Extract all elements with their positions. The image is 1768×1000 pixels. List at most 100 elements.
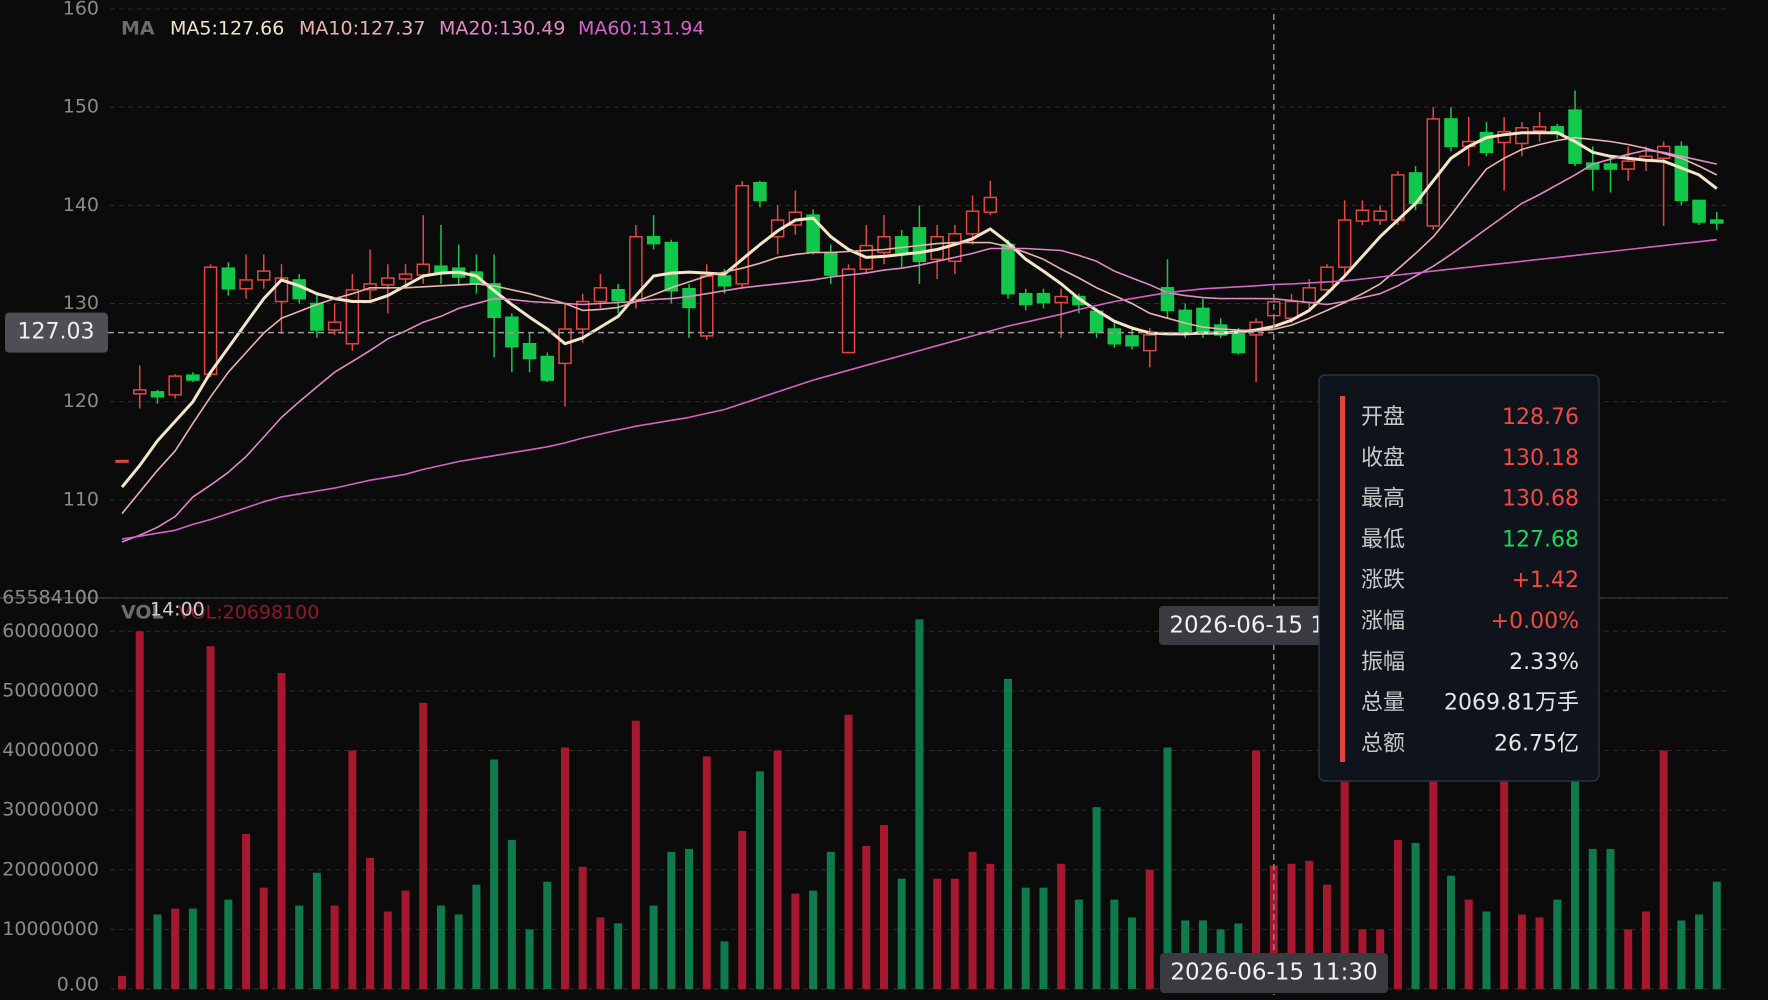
volume-bar	[1092, 807, 1101, 989]
candle-body	[1302, 287, 1316, 304]
candle-body	[664, 241, 679, 292]
legend-entry: MA60:131.94	[578, 18, 704, 40]
candle-body	[629, 235, 643, 301]
volume-bar	[773, 750, 782, 989]
candle-body	[416, 263, 430, 276]
volume-bar	[1535, 917, 1544, 989]
volume-bar	[614, 923, 623, 989]
tooltip-box	[1318, 374, 1600, 782]
volume-bar	[685, 848, 694, 989]
candle-body	[168, 375, 182, 396]
volume-bar	[259, 887, 268, 989]
price-label: 127.03	[18, 320, 95, 345]
volume-bar	[188, 908, 197, 989]
candle-body	[1196, 307, 1210, 335]
volume-bar	[1074, 899, 1083, 989]
tooltip-value: 128.76	[1502, 405, 1579, 430]
y-tick-label: 0.00	[57, 974, 99, 996]
candle-body	[522, 342, 537, 360]
candle-body	[682, 288, 696, 309]
volume-bar	[295, 905, 304, 989]
candle-body	[841, 268, 856, 354]
volume-bar	[1322, 884, 1331, 989]
volume-bar	[649, 905, 658, 989]
volume-bar	[383, 911, 392, 989]
ma-line	[121, 149, 1717, 543]
volume-bar	[543, 881, 552, 989]
tooltip-label: 涨幅	[1361, 609, 1405, 634]
candle-body	[1125, 335, 1139, 347]
volume-bar	[1163, 747, 1172, 989]
volume-bar	[667, 851, 676, 989]
tooltip-label: 最低	[1361, 527, 1405, 552]
candle-body	[646, 235, 661, 245]
tooltip-value: 127.68	[1502, 527, 1579, 552]
candle-body	[257, 270, 271, 281]
tooltip-value: +0.00%	[1491, 609, 1579, 634]
y-tick-label: 60000000	[2, 620, 99, 642]
volume-bar	[1464, 899, 1473, 989]
tooltip-value: +1.42	[1512, 568, 1579, 593]
candle-body	[1355, 209, 1370, 222]
candle-body	[965, 210, 980, 235]
candle-body	[1444, 118, 1458, 148]
ma-line	[120, 131, 1718, 489]
volume-bar	[933, 878, 942, 989]
volume-bar	[1500, 762, 1509, 989]
ma-line	[121, 238, 1717, 540]
volume-bar	[915, 619, 924, 989]
volume-bar	[1252, 750, 1261, 989]
volume-bar	[348, 750, 357, 989]
y-tick-label: 40000000	[2, 739, 99, 761]
legend-entry: MA10:127.37	[299, 18, 425, 40]
volume-bar	[1039, 887, 1048, 989]
y-tick-label: 65584100	[2, 587, 99, 609]
volume-bar	[1677, 920, 1686, 989]
crosshair-date-box	[1160, 953, 1388, 993]
candle-body	[150, 391, 165, 398]
candle-body	[203, 266, 218, 375]
volume-bar	[720, 941, 729, 989]
volume-bar	[1624, 929, 1633, 989]
candle-body	[1692, 199, 1706, 223]
y-tick-label: 100	[63, 587, 99, 609]
candle-body	[1054, 295, 1068, 304]
candle-body	[1231, 333, 1246, 354]
volume-bar	[1287, 863, 1296, 989]
candle-body	[735, 184, 749, 285]
volume-bar	[419, 702, 428, 989]
tooltip-label: 总额	[1361, 731, 1405, 756]
candle-body	[221, 267, 236, 290]
volume-bar	[1571, 762, 1580, 989]
volume-bar	[118, 975, 126, 989]
candle-body	[753, 182, 767, 202]
volume-bar	[1588, 848, 1597, 989]
candle-body	[593, 287, 608, 303]
price-label-box	[5, 312, 108, 353]
volume-bar	[135, 631, 144, 989]
volume-bar	[1004, 678, 1012, 989]
tooltip: 开盘 128.76 收盘 130.18 最高 130.68 最低 127.68 涨跌 +1.42 涨…	[1318, 374, 1600, 782]
candle-body	[1710, 219, 1724, 224]
candle-body	[1018, 292, 1033, 306]
volume-bar	[968, 851, 977, 989]
volume-bar	[1305, 860, 1314, 989]
volume-bar	[401, 890, 410, 989]
tooltip-value: 130.18	[1502, 446, 1579, 471]
volume-bar	[862, 845, 871, 989]
candle-body	[239, 279, 253, 290]
volume-bar	[1411, 842, 1420, 989]
candle-body	[700, 275, 714, 337]
volume-bar	[1641, 911, 1650, 989]
candle-body	[1426, 118, 1441, 227]
y-tick-label: 20000000	[2, 858, 99, 880]
volume-bar	[986, 863, 995, 989]
crosshair-date: 2026-06-15 11:30	[1170, 960, 1377, 986]
volume-bar	[206, 646, 215, 989]
legend-entry: MA20:130.49	[439, 18, 565, 40]
volume-bar	[1057, 863, 1066, 989]
tooltip-value: 2069.81万手	[1444, 691, 1579, 716]
volume-bar	[596, 917, 605, 989]
volume-bar	[897, 878, 906, 989]
candle-body	[1320, 266, 1334, 291]
